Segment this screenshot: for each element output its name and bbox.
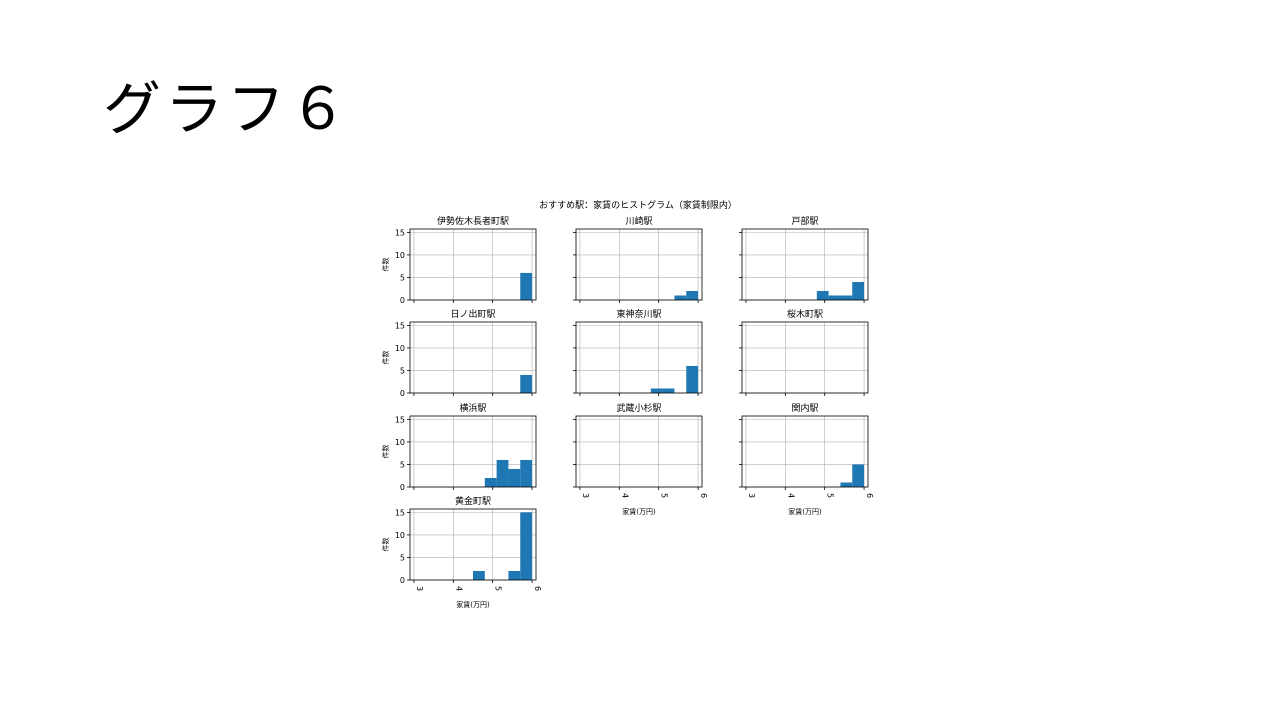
- x-axis-label: 家賃(万円): [622, 507, 656, 516]
- x-tick-label: 5: [826, 493, 835, 498]
- axes-frame: [409, 508, 537, 581]
- panel-title: 伊勢佐木長者町駅: [437, 215, 509, 227]
- histogram-bar: [828, 295, 841, 300]
- panel-title: 東神奈川駅: [616, 308, 661, 320]
- histogram-bar: [816, 290, 829, 300]
- y-axis-label: 件数: [381, 445, 390, 459]
- y-tick-label: 5: [400, 460, 405, 469]
- x-tick-label: 3: [747, 493, 756, 498]
- axes-frame: [741, 321, 869, 394]
- x-tick-label: 6: [533, 586, 542, 591]
- histogram-bar: [496, 459, 509, 487]
- axes-frame: [409, 321, 537, 394]
- y-tick-label: 0: [400, 576, 405, 585]
- histogram-bar: [484, 477, 497, 487]
- histogram-bar: [508, 570, 521, 580]
- y-tick-label: 0: [400, 389, 405, 398]
- histogram-bar: [674, 295, 687, 300]
- panel-title: 戸部駅: [791, 215, 818, 227]
- histogram-bar: [852, 281, 865, 300]
- histogram-bar: [686, 290, 699, 300]
- axes-frame: [741, 415, 869, 488]
- axes-frame: [575, 228, 703, 301]
- panel-title: 川崎駅: [625, 215, 652, 227]
- panel: 戸部駅: [739, 215, 869, 303]
- y-tick-label: 5: [400, 273, 405, 282]
- panel-title: 武蔵小杉駅: [616, 402, 661, 414]
- x-tick-label: 6: [699, 493, 708, 498]
- figure-title: おすすめ駅：家賃のヒストグラム（家賃制限内）: [539, 199, 737, 211]
- axes-frame: [575, 415, 703, 488]
- panel: 伊勢佐木長者町駅 0 5 10 15 件数: [381, 215, 537, 305]
- panel: 武蔵小杉駅 3 4 5 6 家賃(万円): [573, 402, 708, 516]
- histogram-bar: [520, 459, 533, 487]
- panel: 東神奈川駅: [573, 308, 703, 396]
- y-tick-label: 10: [395, 344, 405, 353]
- y-axis-label: 件数: [381, 351, 390, 365]
- panel: 川崎駅: [573, 215, 703, 303]
- histogram-bar: [840, 482, 853, 487]
- x-tick-label: 6: [865, 493, 874, 498]
- x-tick-label: 4: [454, 586, 463, 591]
- panel-title: 桜木町駅: [787, 308, 823, 320]
- panel-title: 横浜駅: [459, 402, 486, 414]
- histogram-bar: [852, 464, 865, 487]
- histogram-bar: [520, 272, 533, 300]
- x-tick-label: 5: [494, 586, 503, 591]
- y-tick-label: 10: [395, 251, 405, 260]
- slide-title: グラフ６: [103, 75, 352, 143]
- axes-frame: [409, 228, 537, 301]
- y-tick-label: 10: [395, 531, 405, 540]
- y-tick-label: 15: [395, 228, 405, 237]
- histogram-bar: [650, 388, 663, 393]
- panel-title: 日ノ出町駅: [450, 308, 495, 320]
- x-axis-label: 家賃(万円): [788, 507, 822, 516]
- panel: 黄金町駅 0 5 10 15 件数 3 4 5 6 家賃(万円): [381, 495, 542, 609]
- x-tick-label: 3: [415, 586, 424, 591]
- y-axis-label: 件数: [381, 538, 390, 552]
- axes-frame: [575, 321, 703, 394]
- axes-frame: [741, 228, 869, 301]
- panel: 関内駅 3 4 5 6 家賃(万円): [739, 402, 874, 516]
- x-tick-label: 4: [786, 493, 795, 498]
- y-tick-label: 5: [400, 553, 405, 562]
- axes-frame: [409, 415, 537, 488]
- histogram-bar: [520, 374, 533, 393]
- histogram-bar: [520, 512, 533, 580]
- histogram-bar: [686, 365, 699, 393]
- panel: 桜木町駅: [739, 308, 869, 396]
- x-axis-label: 家賃(万円): [456, 600, 490, 609]
- y-tick-label: 5: [400, 366, 405, 375]
- histogram-bar: [473, 570, 485, 580]
- y-tick-label: 10: [395, 438, 405, 447]
- y-tick-label: 0: [400, 296, 405, 305]
- histogram-bar: [508, 468, 521, 487]
- y-tick-label: 15: [395, 508, 405, 517]
- panel: 横浜駅 0 5 10 15 件数: [381, 402, 537, 492]
- x-tick-label: 3: [581, 493, 590, 498]
- panel-title: 黄金町駅: [455, 495, 491, 507]
- y-axis-label: 件数: [381, 258, 390, 272]
- y-tick-label: 0: [400, 483, 405, 492]
- x-tick-label: 4: [620, 493, 629, 498]
- panel-title: 関内駅: [791, 402, 818, 414]
- histogram-bar: [840, 295, 853, 300]
- y-tick-label: 15: [395, 321, 405, 330]
- panel: 日ノ出町駅 0 5 10 15 件数: [381, 308, 537, 398]
- y-tick-label: 15: [395, 415, 405, 424]
- x-tick-label: 5: [660, 493, 669, 498]
- histogram-bar: [662, 388, 675, 393]
